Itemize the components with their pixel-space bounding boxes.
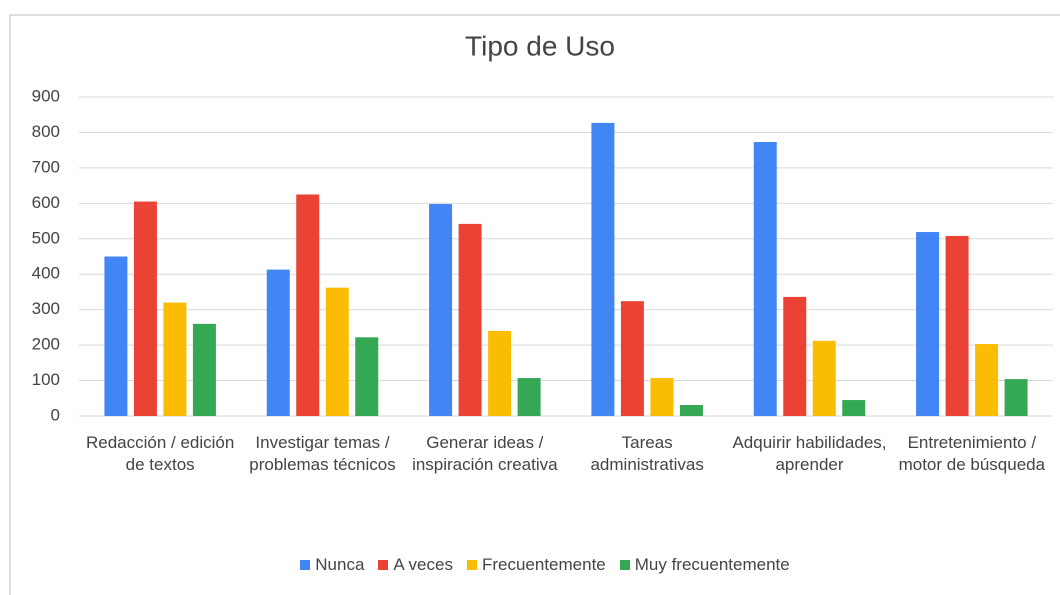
bar: [266, 269, 290, 416]
bar: [620, 301, 644, 416]
bar: [355, 337, 379, 416]
bar: [812, 340, 836, 416]
x-tick-label: Adquirir habilidades, aprender: [732, 433, 887, 474]
y-tick-label: 100: [32, 370, 60, 389]
bar: [458, 223, 482, 416]
bar: [842, 400, 866, 416]
x-tick-label: Tareas administrativas: [590, 433, 704, 474]
legend-item: Muy frecuentemente: [619, 555, 790, 575]
x-tick-label: Generar ideas / inspiración creativa: [412, 433, 558, 474]
y-tick-label: 900: [32, 86, 60, 105]
bar: [591, 122, 615, 416]
legend-label: A veces: [393, 555, 453, 574]
bar: [1004, 379, 1028, 416]
bar: [945, 235, 969, 416]
legend-item: Frecuentemente: [466, 555, 606, 575]
bar: [325, 287, 349, 416]
chart-title: Tipo de Uso: [465, 30, 615, 61]
bar: [783, 296, 807, 416]
bar: [429, 204, 453, 416]
y-tick-label: 700: [32, 157, 60, 176]
y-tick-label: 300: [32, 299, 60, 318]
bar: [650, 378, 674, 416]
bar: [104, 256, 128, 416]
legend-label: Muy frecuentemente: [634, 555, 790, 574]
bar: [517, 378, 541, 416]
legend-label: Frecuentemente: [481, 555, 606, 574]
x-tick-label: Entretenimiento / motor de búsqueda: [898, 433, 1046, 474]
chart-border: [9, 14, 1060, 595]
legend-item: A veces: [378, 555, 453, 575]
y-tick-label: 500: [32, 228, 60, 247]
legend-swatch: [619, 560, 630, 570]
legend-swatch: [300, 560, 311, 570]
bar: [133, 201, 157, 416]
x-tick-label: Investigar temas / problemas técnicos: [249, 433, 396, 474]
bar: [679, 405, 703, 416]
y-tick-label: 200: [32, 335, 60, 354]
bar: [975, 344, 999, 416]
bar: [296, 194, 320, 416]
x-tick-label: Redacción / edición de textos: [85, 433, 235, 474]
bar: [488, 330, 512, 416]
legend: Nunca A veces Frecuentemente Muy frecuentem…: [0, 555, 1060, 575]
y-tick-label: 0: [51, 405, 60, 424]
legend-item: Nunca: [300, 555, 364, 575]
legend-label: Nunca: [315, 555, 365, 574]
y-tick-label: 400: [32, 264, 60, 283]
legend-swatch: [466, 560, 477, 570]
legend-swatch: [378, 560, 389, 570]
y-tick-label: 600: [32, 193, 60, 212]
bar: [753, 142, 777, 416]
bar: [163, 302, 187, 416]
y-tick-label: 800: [32, 122, 60, 141]
bar: [192, 323, 216, 416]
bar: [916, 232, 940, 416]
